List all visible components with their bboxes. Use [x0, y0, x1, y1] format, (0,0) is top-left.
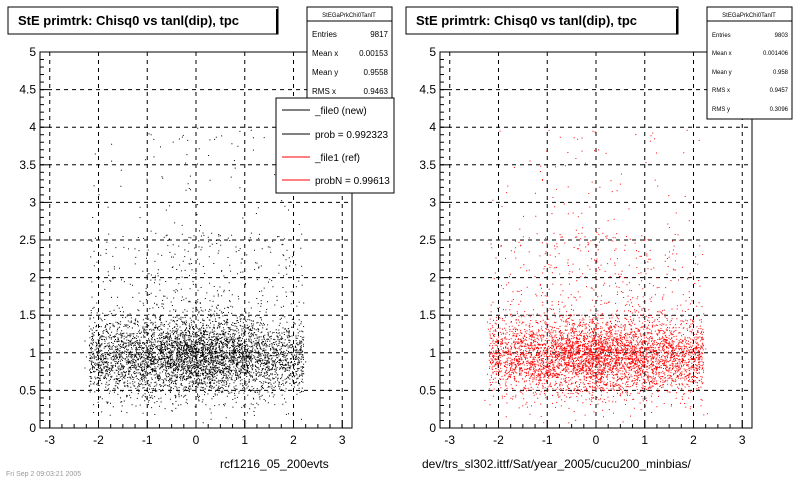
right-chart-title: StE primtrk: Chisq0 vs tanl(dip), tpc	[416, 13, 637, 28]
right-xtick-label-2: -1	[542, 433, 553, 447]
right-xtick-label-0: -3	[444, 433, 455, 447]
left-stats-value-3: 0.9463	[364, 87, 389, 96]
right-stats-value-4: 0.3096	[770, 107, 789, 113]
left-stats-value-0: 9817	[370, 30, 388, 39]
right-ytick-label-2: 1	[429, 346, 436, 360]
left-xtick-label-3: 0	[193, 433, 200, 447]
right-ytick-label-1: 0.5	[419, 383, 436, 397]
right-xtick-label-5: 2	[690, 433, 697, 447]
left-scatter-markers	[84, 127, 307, 424]
left-stats-value-1: 0.00153	[359, 49, 388, 58]
legend-label-3: probN = 0.99613	[315, 176, 390, 187]
left-stats-name: StEGaPrkChi0TanlT	[322, 13, 376, 19]
right-ytick-label-3: 1.5	[419, 308, 436, 322]
right-stats-label-1: Mean x	[712, 51, 732, 57]
right-ytick-label-4: 2	[429, 271, 436, 285]
left-xtick-label-0: -3	[44, 433, 55, 447]
left-ytick-label-8: 4	[29, 120, 36, 134]
left-ytick-label-10: 5	[29, 45, 36, 59]
left-stats-box: StEGaPrkChi0TanlT Entries 9817 Mean x 0.…	[306, 6, 393, 101]
left-title-box	[7, 6, 279, 35]
left-xtick-label-6: 3	[339, 433, 346, 447]
right-data-points	[484, 129, 708, 424]
right-grid	[440, 51, 752, 429]
left-run-note: rcf1216_05_200evts	[220, 457, 329, 471]
left-chart-title: StE primtrk: Chisq0 vs tanl(dip), tpc	[18, 13, 239, 28]
left-stats-label-2: Mean y	[312, 68, 338, 77]
right-stats-label-2: Mean y	[712, 70, 732, 76]
legend-label-0: _file0 (new)	[314, 106, 367, 117]
right-title-box	[405, 6, 679, 35]
right-title-shadow	[676, 9, 678, 34]
right-scatter-markers	[484, 129, 708, 424]
right-ytick-label-8: 4	[429, 120, 436, 134]
left-stats-label-3: RMS x	[312, 87, 336, 96]
right-xtick-label-4: 1	[641, 433, 648, 447]
left-stats-label-0: Entries	[312, 30, 337, 39]
left-xtick-label-1: -2	[93, 433, 104, 447]
right-stats-label-0: Entries	[712, 33, 731, 39]
right-stats-label-3: RMS x	[712, 88, 730, 94]
right-xtick-label-6: 3	[739, 433, 746, 447]
left-data-points	[84, 127, 307, 424]
right-ytick-label-7: 3.5	[419, 158, 436, 172]
left-axis-ticks: -3 -2 -1 0 1 2 3 0 0.5 1 1.5 2 2.5 3 3.5 4 4.5 5	[19, 45, 346, 447]
left-ytick-label-2: 1	[29, 346, 36, 360]
legend-box: _file0 (new) prob = 0.992323 _file1 (ref…	[275, 97, 395, 194]
left-title-shadow	[276, 9, 278, 34]
right-stats-value-0: 9803	[775, 33, 789, 39]
right-xtick-label-3: 0	[593, 433, 600, 447]
right-stats-value-2: 0.958	[773, 70, 789, 76]
left-ytick-label-4: 2	[29, 271, 36, 285]
right-stats-value-1: 0.001406	[763, 51, 789, 57]
left-ytick-label-9: 4.5	[19, 83, 36, 97]
left-xtick-label-4: 1	[241, 433, 248, 447]
left-stats-label-1: Mean x	[312, 49, 338, 58]
right-ytick-label-5: 2.5	[419, 233, 436, 247]
legend-label-2: _file1 (ref)	[314, 153, 360, 164]
left-ytick-label-6: 3	[29, 195, 36, 209]
right-stats-name: StEGaPrkChi0TanlT	[722, 13, 776, 19]
right-stats-box: StEGaPrkChi0TanlT Entries 9803 Mean x 0.…	[706, 6, 793, 120]
left-xtick-label-5: 2	[290, 433, 297, 447]
right-xtick-label-1: -2	[493, 433, 504, 447]
right-axis-ticks: -3 -2 -1 0 1 2 3 0 0.5 1 1.5 2 2.5 3 3.5 4 4.5 5	[419, 45, 746, 447]
right-ytick-label-10: 5	[429, 45, 436, 59]
right-ytick-label-0: 0	[429, 421, 436, 435]
left-ytick-label-1: 0.5	[19, 383, 36, 397]
right-panel: StE primtrk: Chisq0 vs tanl(dip), tpc -3…	[405, 6, 793, 471]
legend-label-1: prob = 0.992323	[315, 130, 389, 141]
left-xtick-label-2: -1	[142, 433, 153, 447]
left-ytick-label-0: 0	[29, 421, 36, 435]
right-run-note: dev/trs_sl302.ittf/Sat/year_2005/cucu200…	[422, 457, 691, 471]
right-ytick-label-9: 4.5	[419, 83, 436, 97]
left-ytick-label-7: 3.5	[19, 158, 36, 172]
left-panel: StE primtrk: Chisq0 vs tanl(dip), tpc -3…	[6, 6, 395, 478]
left-ytick-label-3: 1.5	[19, 308, 36, 322]
right-ytick-label-6: 3	[429, 195, 436, 209]
footer-timestamp: Fri Sep 2 09:03:21 2005	[6, 471, 81, 478]
left-stats-value-2: 0.9558	[364, 68, 389, 77]
right-stats-label-4: RMS y	[712, 107, 730, 113]
left-ytick-label-5: 2.5	[19, 233, 36, 247]
right-stats-value-3: 0.9457	[770, 88, 789, 94]
